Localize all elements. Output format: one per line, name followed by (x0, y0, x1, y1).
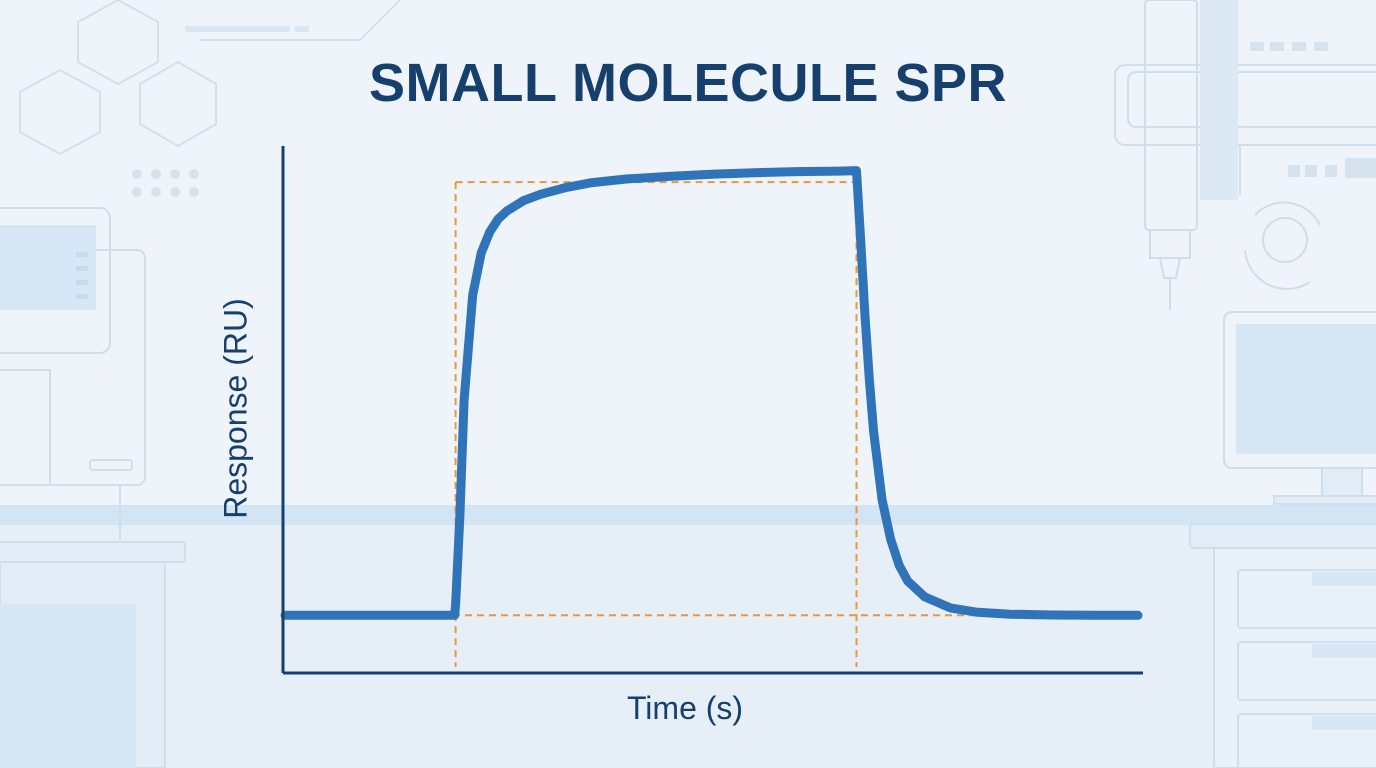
response-curve (280, 166, 1143, 620)
x-axis-label: Time (s) (626, 690, 744, 726)
y-axis-label: Response (RU) (217, 298, 254, 519)
guide-lines (285, 181, 1141, 667)
chart-title: SMALL MOLECULE SPR (368, 53, 1007, 113)
